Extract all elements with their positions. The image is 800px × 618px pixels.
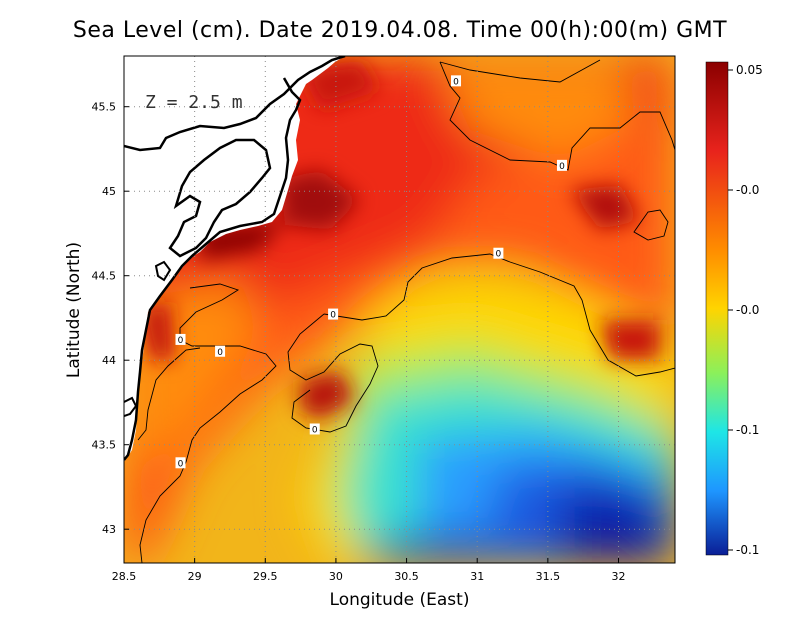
x-tick-label: 29 bbox=[188, 570, 202, 583]
contour-label: 0 bbox=[451, 75, 462, 87]
svg-text:0: 0 bbox=[178, 459, 184, 469]
coastline bbox=[124, 77, 302, 461]
svg-text:0: 0 bbox=[496, 250, 502, 260]
x-tick-label: 29.5 bbox=[253, 570, 278, 583]
x-tick-label: 30.5 bbox=[394, 570, 419, 583]
map-grid bbox=[124, 56, 675, 563]
x-axis-label: Longitude (East) bbox=[329, 590, 470, 610]
svg-text:0: 0 bbox=[178, 336, 184, 346]
y-tick-label: 45 bbox=[102, 185, 116, 198]
y-tick-label: 45.5 bbox=[92, 101, 117, 114]
x-axis-ticks: 28.5 29 29.5 30 30.5 31 31.5 32 bbox=[112, 558, 625, 583]
contour-label: 0 bbox=[328, 308, 339, 321]
contour-label: 0 bbox=[215, 345, 226, 358]
colorbar bbox=[705, 61, 729, 556]
x-tick-label: 28.5 bbox=[112, 570, 137, 583]
svg-text:0: 0 bbox=[217, 348, 223, 358]
x-tick-label: 30 bbox=[329, 570, 343, 583]
y-axis-ticks: 43 43.5 44 44.5 45 45.5 bbox=[92, 101, 129, 536]
y-tick-label: 43.5 bbox=[92, 439, 117, 452]
svg-text:0: 0 bbox=[559, 162, 565, 172]
colorbar-ticks: 0.05 -0.0 -0.0 -0.1 -0.1 bbox=[728, 63, 763, 557]
svg-text:0: 0 bbox=[453, 77, 459, 87]
zero-contours bbox=[137, 59, 675, 563]
contour-label: 0 bbox=[309, 423, 320, 435]
peninsula-outline bbox=[154, 260, 172, 282]
land-mask bbox=[124, 56, 345, 462]
estuary-coast bbox=[124, 56, 346, 152]
x-tick-label: 31 bbox=[470, 570, 484, 583]
spit-outline bbox=[124, 396, 138, 417]
plot-frame bbox=[123, 55, 676, 564]
contour-label: 0 bbox=[175, 333, 186, 346]
colorbar-tick-label: -0.1 bbox=[736, 423, 759, 437]
x-tick-label: 32 bbox=[611, 570, 625, 583]
map-title: Sea Level (cm). Date 2019.04.08. Time 00… bbox=[72, 18, 728, 43]
colorbar-tick-label: 0.05 bbox=[736, 63, 763, 77]
contour-label: 0 bbox=[175, 457, 186, 469]
colorbar-tick-label: -0.1 bbox=[736, 543, 759, 557]
y-tick-label: 43 bbox=[102, 523, 116, 536]
svg-text:0: 0 bbox=[312, 425, 318, 435]
colorbar-tick-label: -0.0 bbox=[736, 183, 759, 197]
x-tick-label: 31.5 bbox=[536, 570, 561, 583]
colorbar-tick-label: -0.0 bbox=[736, 303, 759, 317]
contour-label: 0 bbox=[493, 247, 504, 260]
y-tick-label: 44.5 bbox=[92, 270, 117, 283]
y-tick-label: 44 bbox=[102, 354, 116, 367]
lagoon-outline bbox=[168, 138, 272, 258]
y-axis-label: Latitude (North) bbox=[64, 241, 84, 379]
sea-level-field bbox=[124, 56, 675, 563]
depth-label: Z = 2.5 m bbox=[145, 92, 243, 113]
svg-text:0: 0 bbox=[330, 311, 336, 321]
contour-labels: 0 0 0 0 0 0 0 0 bbox=[175, 75, 567, 469]
contour-label: 0 bbox=[556, 159, 567, 172]
